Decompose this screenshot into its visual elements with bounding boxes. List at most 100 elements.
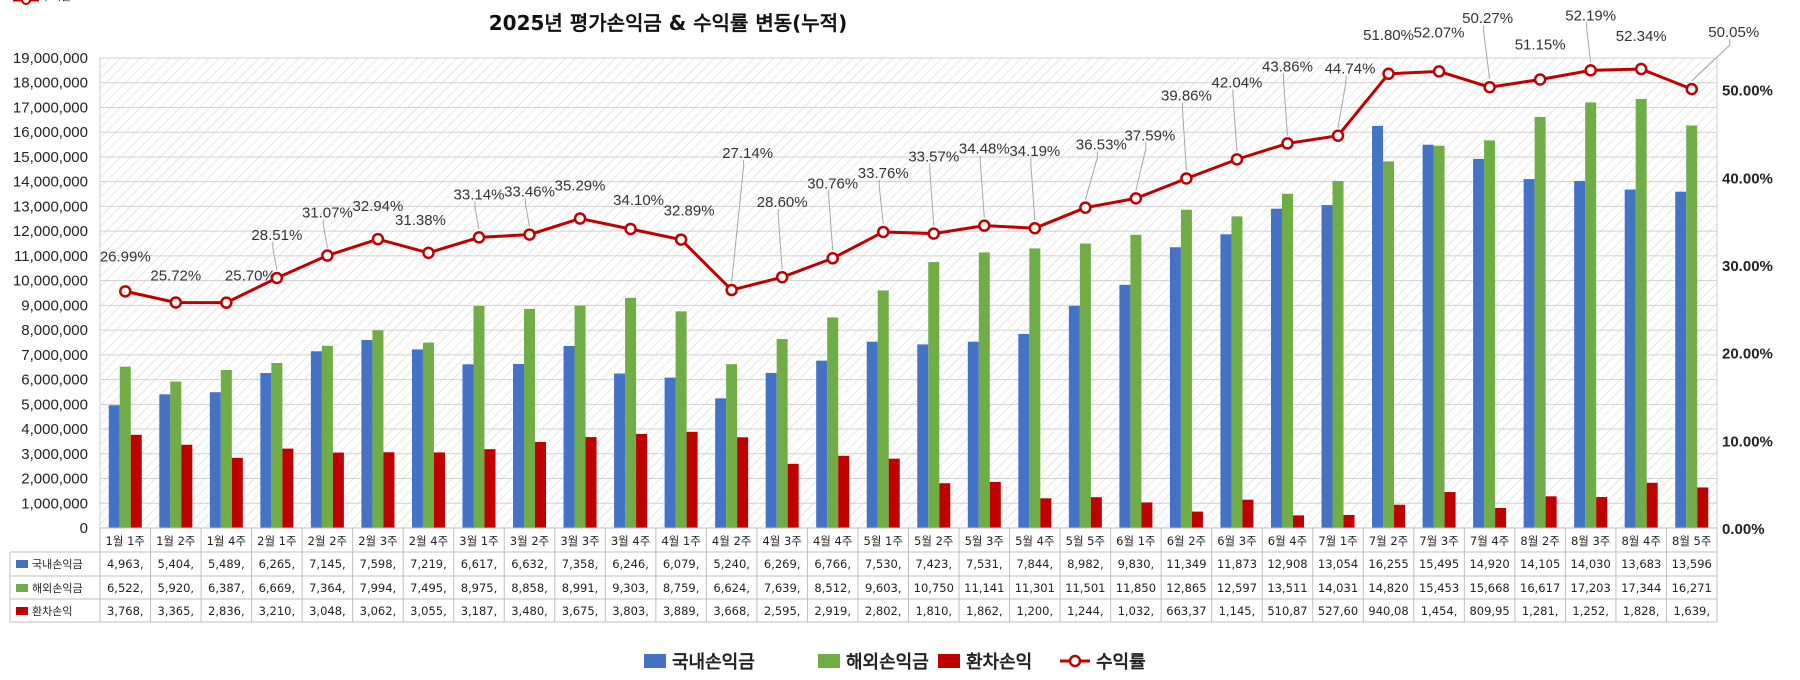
- bar-국내손익금: [1523, 179, 1535, 528]
- bar-해외손익금: [1332, 180, 1344, 529]
- bar-해외손익금: [675, 311, 687, 528]
- table-cell: 31.07%: [305, 0, 349, 3]
- rate-data-label: 32.89%: [664, 203, 715, 220]
- y-axis-tick-label: 13,000,000: [13, 198, 88, 215]
- table-cell: 34.48%: [962, 0, 1006, 3]
- bar-해외손익금: [726, 364, 738, 528]
- leader-line: [979, 155, 985, 218]
- table-cell: 3,768,: [107, 604, 144, 618]
- leader-line: [1337, 75, 1347, 128]
- rate-data-label: 27.14%: [722, 145, 773, 162]
- rate-marker: [119, 285, 132, 298]
- leader-line: [1135, 142, 1147, 191]
- bar-국내손익금: [1220, 234, 1232, 528]
- table-cell: 14,105: [1520, 557, 1560, 571]
- bar-해외손익금: [1534, 116, 1546, 529]
- rate-marker: [624, 222, 637, 236]
- bar-국내손익금: [1624, 189, 1636, 528]
- table-cell: 44.74%: [1316, 0, 1360, 3]
- bar-국내손익금: [816, 360, 828, 528]
- table-cell: 5,240,: [713, 557, 750, 571]
- table-cell: 52.34%: [1619, 0, 1663, 3]
- leader-line: [1084, 151, 1098, 200]
- table-cell: 3,187,: [461, 604, 498, 618]
- x-axis-category-label: 7월 3주: [1419, 534, 1458, 548]
- bar-환차손익: [1444, 492, 1456, 528]
- table-cell: 1,862,: [966, 604, 1003, 618]
- bar-해외손익금: [1130, 234, 1142, 529]
- bar-해외손익금: [574, 305, 586, 528]
- bar-국내손익금: [967, 341, 979, 528]
- bar-국내손익금: [1270, 208, 1282, 528]
- y-axis-tick-label: 11,000,000: [14, 248, 88, 265]
- x-axis-category-label: 2월 4주: [409, 534, 448, 548]
- legend-label: 국내손익금: [672, 652, 755, 673]
- leader-line: [828, 190, 834, 251]
- bar-국내손익금: [462, 364, 474, 528]
- table-cell: 14,820: [1368, 581, 1408, 595]
- rate-data-label: 42.04%: [1212, 74, 1263, 91]
- x-axis-category-label: 5월 1주: [864, 534, 903, 548]
- table-cell: 3,062,: [360, 604, 397, 618]
- bar-해외손익금: [1484, 140, 1496, 528]
- table-cell: 50.27%: [1468, 0, 1512, 3]
- bar-환차손익: [1343, 514, 1355, 528]
- y-axis-tick-label: 3,000,000: [21, 446, 88, 463]
- rate-marker: [1685, 82, 1698, 96]
- x-axis-category-label: 7월 1주: [1318, 534, 1357, 548]
- chart-title: 2025년 평가손익금 & 수익률 변동(누적): [489, 11, 847, 35]
- leader-line: [322, 219, 328, 248]
- table-cell: 3,365,: [158, 604, 195, 618]
- table-cell: 7,219,: [410, 557, 447, 571]
- table-cell: 16,255: [1368, 557, 1408, 571]
- rate-data-label: 33.46%: [504, 184, 555, 201]
- table-cell: 8,512,: [814, 581, 851, 595]
- rate-data-label: 50.27%: [1462, 10, 1513, 27]
- table-cell: 25.70%: [204, 0, 248, 3]
- rate-marker: [775, 270, 789, 284]
- table-cell: 6,269,: [764, 557, 801, 571]
- bar-해외손익금: [625, 297, 637, 528]
- rate-marker: [472, 231, 486, 244]
- x-axis-category-label: 3월 1주: [459, 534, 498, 548]
- bar-환차손익: [383, 452, 395, 528]
- bar-환차손익: [939, 483, 951, 528]
- table-cell: 1,828,: [1623, 604, 1660, 618]
- table-cell: 1,810,: [915, 604, 952, 618]
- bar-해외손익금: [321, 345, 333, 528]
- rate-marker: [1483, 80, 1496, 94]
- bar-국내손익금: [1473, 158, 1485, 528]
- x-axis-category-label: 5월 3주: [965, 534, 1004, 548]
- bar-해외손익금: [1281, 193, 1293, 529]
- table-cell: 6,669,: [259, 581, 296, 595]
- table-cell: 13,683: [1621, 557, 1661, 571]
- table-cell: 8,982,: [1067, 557, 1104, 571]
- rate-marker: [1432, 65, 1446, 78]
- table-cell: 6,265,: [259, 557, 296, 571]
- x-axis-category-label: 7월 4주: [1470, 534, 1509, 548]
- table-cell: 9,603,: [865, 581, 902, 595]
- leader-line: [1181, 102, 1187, 171]
- legend-key: [818, 654, 840, 668]
- table-cell: 6,624,: [713, 581, 750, 595]
- y2-axis-tick-label: 20.00%: [1722, 346, 1773, 363]
- table-cell: 7,423,: [915, 557, 952, 571]
- table-cell: 36.53%: [1063, 0, 1107, 3]
- table-cell: 2,595,: [764, 604, 801, 618]
- bar-환차손익: [1596, 497, 1608, 528]
- bar-환차손익: [231, 457, 243, 528]
- rate-data-label: 52.19%: [1565, 7, 1616, 24]
- table-cell: 11,141: [964, 581, 1004, 595]
- table-cell: 26.99%: [103, 0, 147, 3]
- y2-axis-tick-label: 10.00%: [1722, 433, 1773, 450]
- bar-환차손익: [1545, 496, 1557, 528]
- rate-data-label: 52.07%: [1414, 24, 1465, 41]
- bar-국내손익금: [1574, 180, 1586, 528]
- rate-marker: [523, 228, 536, 241]
- bar-환차손익: [181, 444, 193, 528]
- bar-국내손익금: [1422, 144, 1434, 528]
- table-cell: 940,08: [1368, 604, 1408, 618]
- bar-환차손익: [130, 434, 142, 528]
- table-cell: 14,920: [1469, 557, 1509, 571]
- y-axis-tick-label: 14,000,000: [13, 174, 88, 191]
